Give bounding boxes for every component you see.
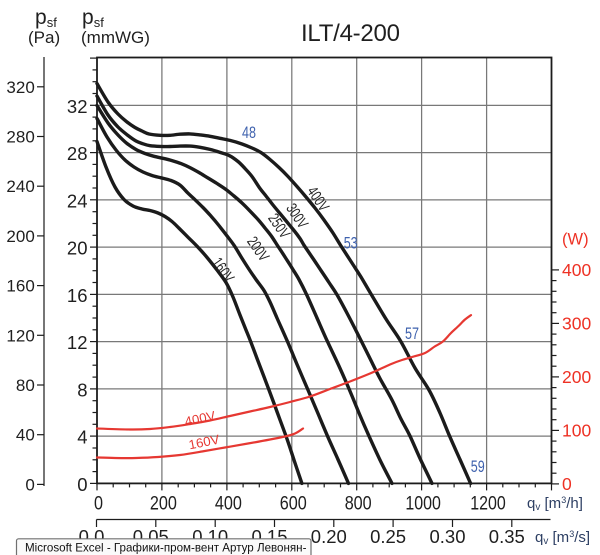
- svg-text:Microsoft Excel - Графики-пром: Microsoft Excel - Графики-пром-вент Арту…: [25, 542, 307, 555]
- svg-text:57: 57: [405, 324, 419, 343]
- svg-text:48: 48: [242, 123, 256, 142]
- svg-text:1000: 1000: [405, 493, 441, 515]
- svg-text:600: 600: [280, 493, 307, 515]
- svg-text:800: 800: [345, 493, 372, 515]
- svg-text:(mmWG): (mmWG): [81, 28, 150, 47]
- svg-text:12: 12: [67, 332, 88, 353]
- svg-text:120: 120: [6, 326, 34, 345]
- svg-text:32: 32: [67, 96, 88, 117]
- svg-text:qv [m3/s]: qv [m3/s]: [535, 529, 590, 547]
- svg-text:200: 200: [562, 367, 591, 387]
- svg-text:0: 0: [25, 475, 34, 494]
- svg-text:(W): (W): [562, 231, 589, 249]
- svg-text:59: 59: [471, 457, 485, 476]
- svg-text:0: 0: [77, 474, 87, 495]
- svg-text:28: 28: [67, 143, 88, 164]
- svg-text:160: 160: [6, 277, 34, 296]
- svg-text:160V: 160V: [187, 432, 221, 453]
- svg-text:53: 53: [344, 234, 358, 253]
- svg-text:4: 4: [77, 427, 87, 448]
- svg-text:20: 20: [67, 238, 88, 259]
- svg-text:16: 16: [67, 285, 88, 306]
- svg-text:1200: 1200: [470, 493, 506, 515]
- svg-text:24: 24: [67, 190, 88, 211]
- svg-text:0: 0: [562, 474, 572, 494]
- svg-text:8: 8: [77, 379, 87, 400]
- svg-text:qv [m3/h]: qv [m3/h]: [527, 495, 583, 513]
- svg-text:240: 240: [6, 177, 34, 196]
- svg-text:ILT/4-200: ILT/4-200: [301, 20, 400, 47]
- svg-text:0.20: 0.20: [311, 526, 347, 547]
- svg-text:400: 400: [215, 493, 242, 515]
- svg-text:(Pa): (Pa): [28, 28, 60, 47]
- svg-text:0: 0: [94, 493, 103, 515]
- svg-text:80: 80: [16, 376, 35, 395]
- svg-text:100: 100: [562, 420, 591, 440]
- svg-text:300: 300: [562, 313, 591, 333]
- svg-text:0.35: 0.35: [489, 526, 525, 547]
- svg-text:40: 40: [16, 426, 35, 445]
- svg-text:0.25: 0.25: [370, 526, 406, 547]
- svg-text:280: 280: [6, 128, 34, 147]
- svg-text:400: 400: [562, 260, 591, 280]
- svg-text:400V: 400V: [183, 408, 217, 429]
- svg-text:320: 320: [6, 78, 34, 97]
- svg-text:200: 200: [6, 227, 34, 246]
- svg-text:200: 200: [150, 493, 177, 515]
- svg-text:0.30: 0.30: [429, 526, 465, 547]
